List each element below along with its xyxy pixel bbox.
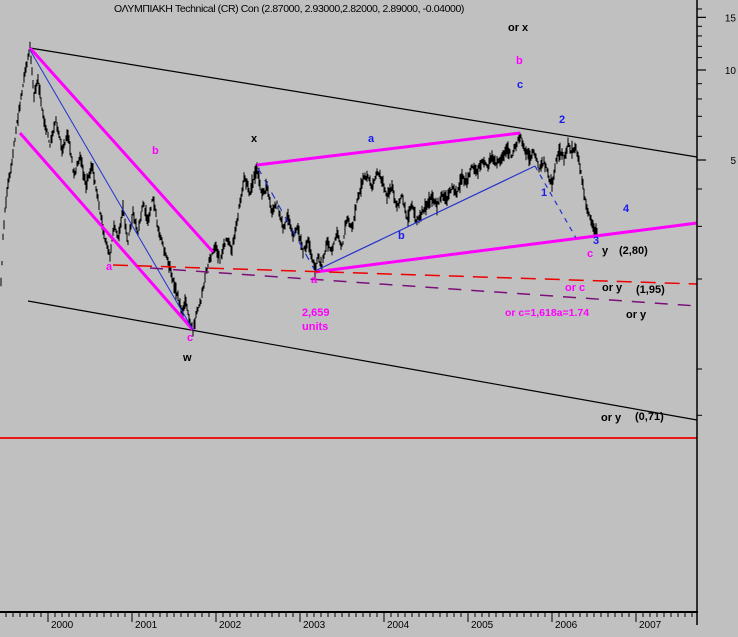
magenta-downtrend-upper	[28, 46, 215, 254]
price-bars	[0, 41, 598, 337]
wave-label: a	[311, 274, 318, 286]
y-axis-label: 15	[725, 13, 737, 24]
wave-label: a	[368, 133, 375, 145]
wave-label: or y	[626, 309, 647, 321]
red-dashed-level-195	[112, 264, 698, 285]
lower-black-channel	[27, 300, 698, 421]
year-label: 2000	[51, 620, 74, 631]
magenta-triangle-lower	[314, 221, 698, 274]
blue-rising-support	[314, 165, 536, 272]
blue-falling-dashed	[534, 165, 577, 239]
y-axis: 15 10 5	[696, 0, 737, 625]
year-label: 2002	[219, 620, 242, 631]
wave-label: 1	[541, 187, 548, 199]
wave-label: (0,71)	[635, 411, 664, 423]
upper-black-channel	[29, 47, 698, 158]
magenta-triangle-upper	[256, 131, 521, 167]
magenta-downtrend-lower	[18, 132, 195, 331]
year-label: 2005	[471, 620, 494, 631]
wave-label: or x	[508, 22, 529, 34]
wave-label: or y	[602, 282, 623, 294]
wave-label: c	[587, 248, 594, 260]
y-axis-label: 10	[725, 66, 737, 77]
wave-label: 4	[623, 203, 630, 215]
x-axis: 2000 2001 2002 2003 2004 2005 2006 2007	[0, 611, 698, 631]
chart-title: ΟΛΥΜΠΙΑΚΗ Technical (CR) Con (2.87000, 2…	[114, 3, 465, 15]
wave-label: c	[187, 332, 194, 344]
wave-label: c	[517, 79, 524, 91]
wave-label: b	[152, 145, 159, 157]
wave-label: y	[602, 245, 609, 257]
wave-label: b	[398, 230, 405, 242]
year-label: 2001	[135, 620, 158, 631]
wave-label: a	[106, 261, 113, 273]
wave-label: or c=1,618a=1.74	[505, 307, 590, 319]
trend-lines	[0, 46, 698, 439]
wave-label: x	[251, 133, 258, 145]
wave-label: or c	[565, 282, 586, 294]
wave-label: w	[183, 352, 192, 364]
wave-label: 3	[593, 235, 600, 247]
blue-x-to-a-dashed	[257, 167, 315, 270]
wave-label: 2	[559, 114, 566, 126]
year-label: 2004	[387, 620, 410, 631]
wave-label: b	[516, 55, 523, 67]
year-label: 2006	[555, 620, 578, 631]
wave-label: (2,80)	[619, 245, 648, 257]
wave-label: units	[302, 321, 329, 333]
year-label: 2003	[303, 620, 326, 631]
year-label: 2007	[639, 620, 662, 631]
wave-label: 2,659	[302, 307, 330, 319]
wave-label: or y	[601, 412, 622, 424]
wave-label: (1,95)	[636, 284, 665, 296]
blue-peak-to-w-line	[29, 49, 194, 331]
y-axis-label: 5	[730, 156, 736, 167]
